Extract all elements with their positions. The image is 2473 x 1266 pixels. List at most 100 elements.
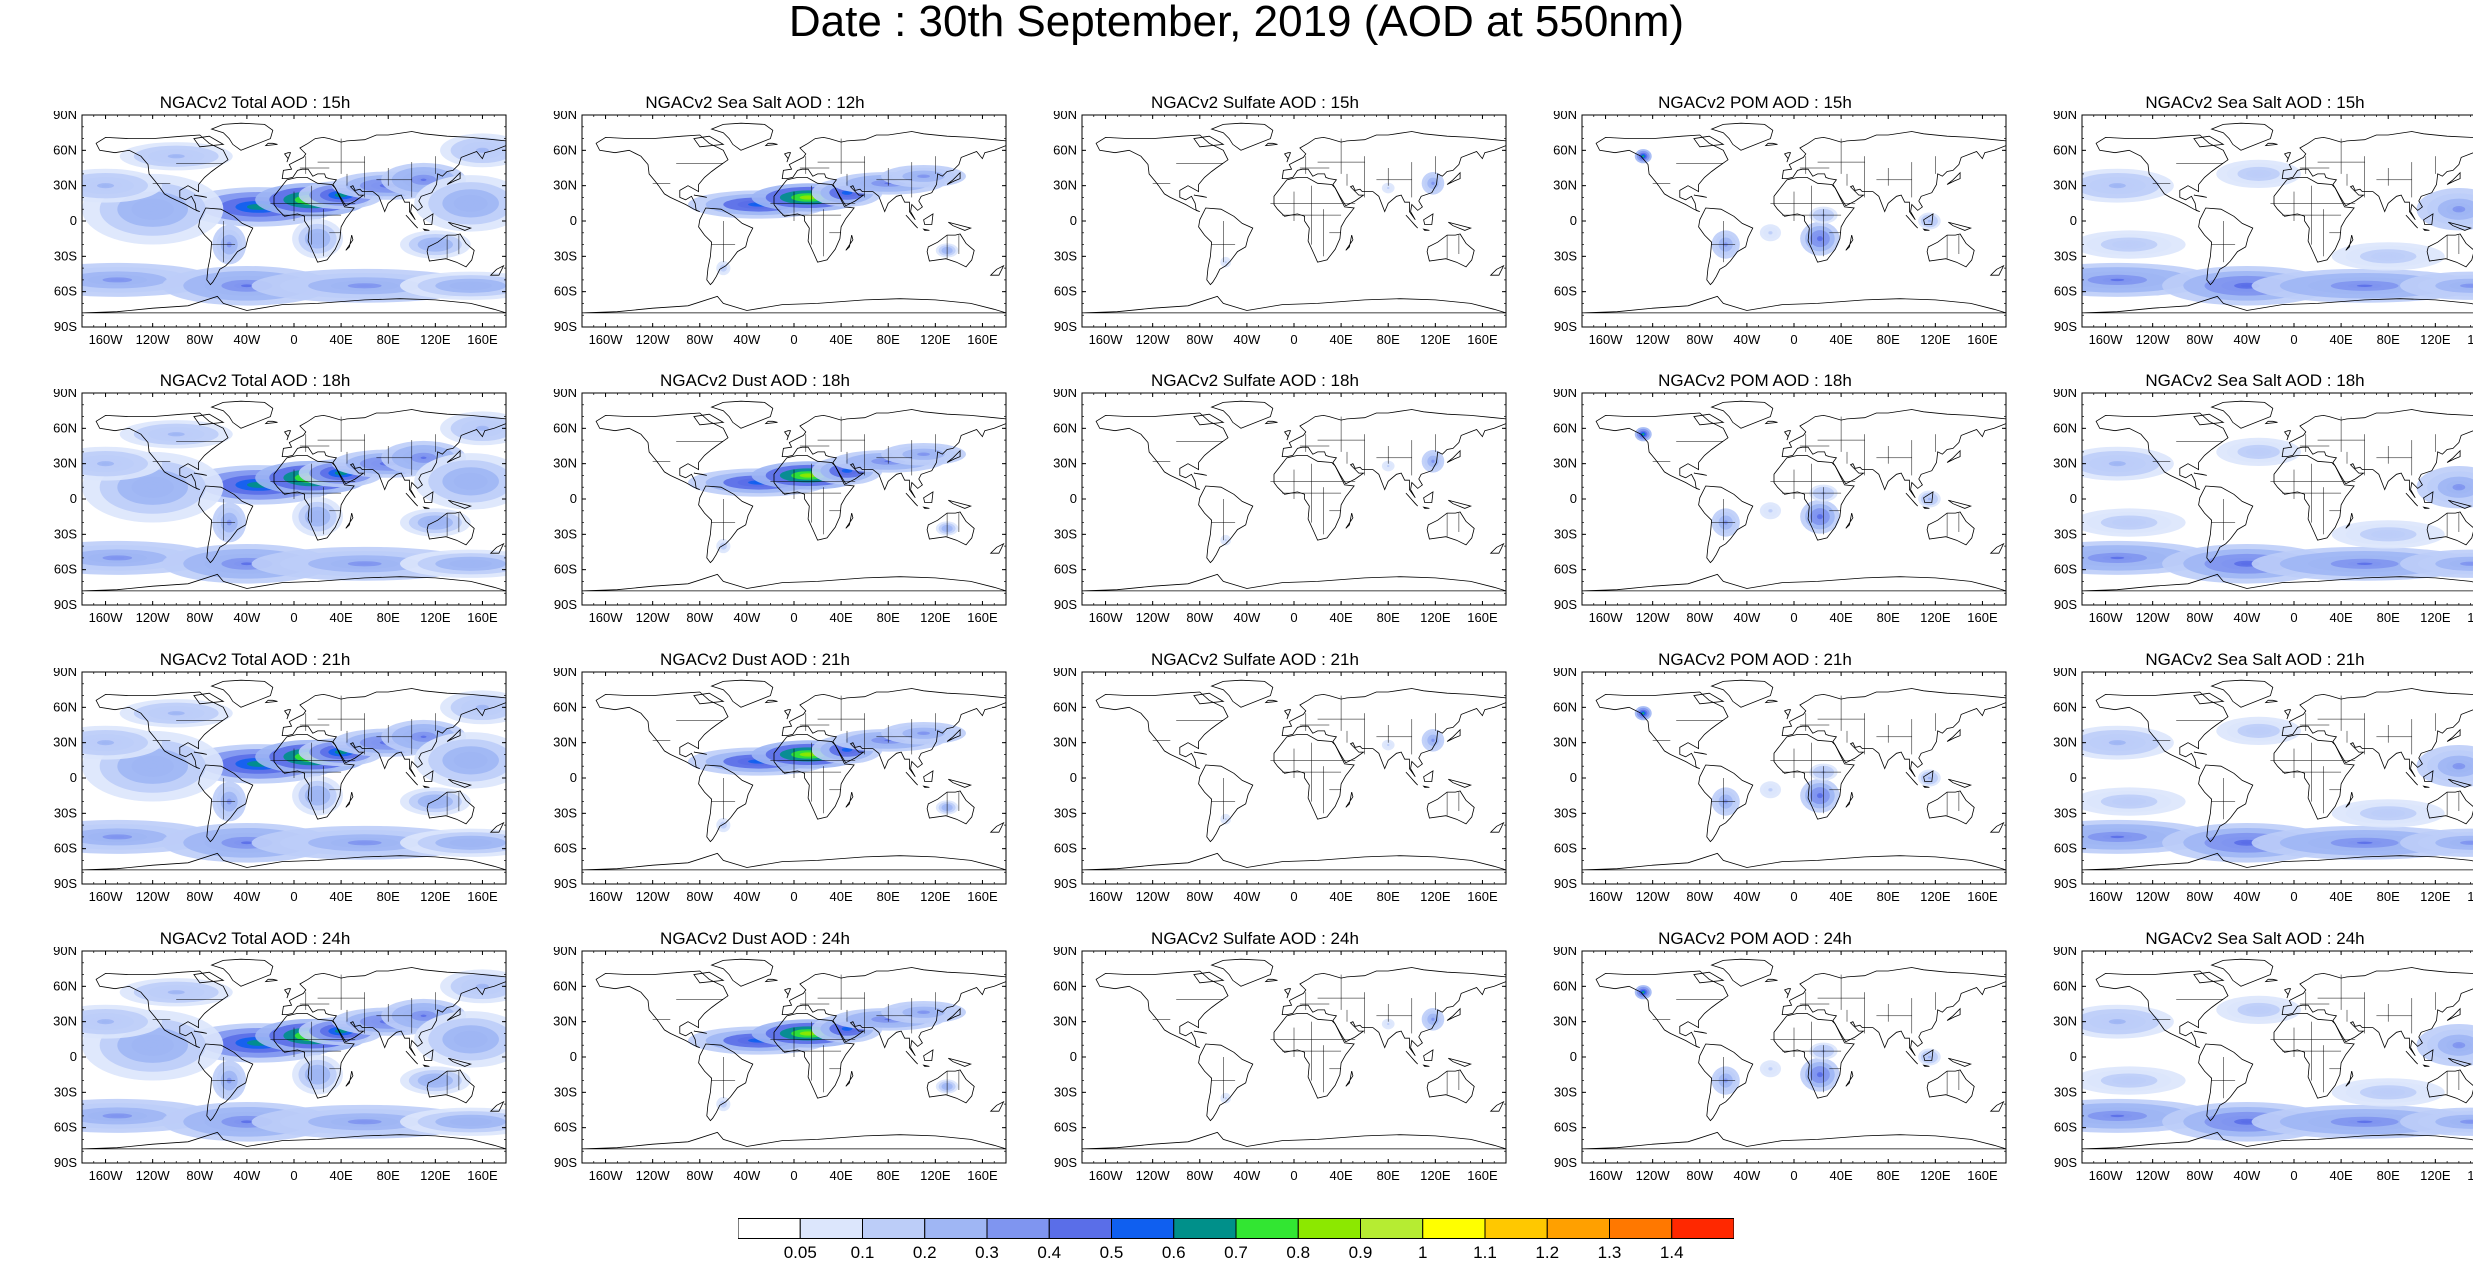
coastline (210, 679, 274, 708)
coastline (595, 412, 729, 490)
aod-contour (147, 1042, 158, 1048)
coastline (2345, 235, 2354, 251)
aod-contour (804, 1032, 813, 1035)
coastline (1595, 970, 1729, 1048)
coastline (1446, 728, 1461, 742)
aod-contour (110, 1114, 125, 1118)
coastline (2095, 412, 2229, 490)
lat-tick-label: 30N (2053, 735, 2077, 750)
lon-tick-label: 160W (89, 1168, 124, 1183)
lon-tick-label: 0 (290, 889, 297, 904)
aod-contour (465, 841, 476, 844)
colorbar-swatch (986, 1218, 1050, 1239)
coastline (1198, 1043, 1254, 1122)
lon-tick-label: 40E (330, 889, 353, 904)
coastline (1905, 492, 1918, 507)
lat-tick-label: 30S (1054, 526, 1077, 541)
lat-tick-label: 90S (554, 319, 577, 334)
lon-tick-label: 160W (89, 610, 124, 625)
lat-tick-label: 60N (53, 420, 77, 435)
coastline (1095, 970, 1229, 1048)
colorbar-label: 0.1 (851, 1243, 875, 1261)
lon-tick-label: 160W (589, 889, 624, 904)
aod-contour (2110, 1114, 2125, 1118)
coastline (1773, 734, 1855, 820)
coastline (1210, 958, 1274, 987)
coastline (923, 1049, 934, 1061)
lon-tick-label: 120E (1920, 610, 1951, 625)
aod-contour (101, 462, 110, 465)
coastline (2405, 1050, 2418, 1065)
lat-tick-label: 30N (53, 456, 77, 471)
aod-contour (315, 515, 320, 519)
lat-tick-label: 30N (1053, 1014, 1077, 1029)
coastline (1405, 771, 1418, 786)
lat-tick-label: 60N (2053, 420, 2077, 435)
coastline (693, 135, 725, 148)
lon-tick-label: 40E (830, 610, 853, 625)
lat-tick-label: 30S (54, 805, 77, 820)
coastline (264, 420, 278, 425)
coastline (781, 131, 1006, 221)
lon-tick-label: 120W (636, 889, 671, 904)
world-map: 90N 60N 30N 0 30S 60S 90S 160W 120W 80W 40W 0 40E 80E… (1553, 389, 2007, 625)
aod-contour (2384, 1091, 2393, 1094)
coastline (2193, 472, 2207, 476)
lon-tick-label: 0 (290, 332, 297, 347)
coastline (1264, 420, 1278, 425)
lat-tick-label: 60N (1053, 142, 1077, 157)
coastline (446, 728, 461, 742)
coastline (946, 728, 961, 742)
coastline (693, 194, 707, 198)
coastline (781, 688, 1006, 778)
coastline (2405, 771, 2418, 786)
lat-tick-label: 60S (2054, 284, 2077, 299)
coastline (1405, 492, 1418, 507)
coastline (693, 751, 707, 755)
aod-contour (2465, 841, 2473, 844)
coastline (2082, 573, 2473, 592)
lon-tick-label: 80E (1377, 1168, 1400, 1183)
coastline (2426, 511, 2473, 546)
coastline (1446, 449, 1461, 463)
coastline (905, 492, 918, 507)
lon-tick-label: 120E (2420, 332, 2451, 347)
coastline (1989, 542, 2005, 554)
coastline (1693, 194, 1707, 198)
world-map: 90N 60N 30N 0 30S 60S 90S 160W 120W 80W 40W 0 40E 80E… (2053, 947, 2473, 1183)
coastline (1448, 499, 1472, 509)
lon-tick-label: 160E (1467, 889, 1498, 904)
aod-contour (2356, 562, 2373, 565)
coastline (2273, 455, 2355, 541)
aod-contour (2113, 184, 2122, 187)
lat-tick-label: 90N (53, 668, 77, 679)
coastline (1198, 764, 1254, 843)
coastline (764, 699, 778, 704)
aod-contour (172, 155, 181, 158)
lon-tick-label: 120E (1920, 1168, 1951, 1183)
colorbar-swatch (1609, 1218, 1673, 1239)
lat-tick-label: 90N (2053, 389, 2077, 400)
coastline (2448, 221, 2472, 231)
coastline (845, 1071, 854, 1087)
aod-contour (1928, 777, 1931, 779)
coastline (2095, 134, 2229, 212)
lat-tick-label: 90N (1053, 668, 1077, 679)
panel-title: NGACv2 POM AOD : 15h (1658, 93, 1852, 112)
lon-tick-label: 120W (136, 610, 171, 625)
lon-tick-label: 40E (1330, 1168, 1353, 1183)
lon-tick-label: 120E (920, 610, 951, 625)
panel-title: NGACv2 POM AOD : 21h (1658, 650, 1852, 669)
coastline (1710, 122, 1774, 151)
coastline (905, 1050, 918, 1065)
lon-tick-label: 40E (2330, 889, 2353, 904)
lat-tick-label: 60S (1554, 562, 1577, 577)
coastline (1773, 177, 1855, 263)
aod-contour (2240, 841, 2253, 845)
aod-contour (2465, 1120, 2473, 1123)
lat-tick-label: 30S (54, 526, 77, 541)
map-panel: NGACv2 Sulfate AOD : 18h 90N 60N 30N 0 30S 60S… (1040, 371, 1507, 649)
lat-tick-label: 90N (53, 111, 77, 122)
lat-tick-label: 90S (554, 876, 577, 891)
map-panel: NGACv2 Total AOD : 18h 90N 60N 30N 0 30S 60S 90… (40, 371, 507, 649)
